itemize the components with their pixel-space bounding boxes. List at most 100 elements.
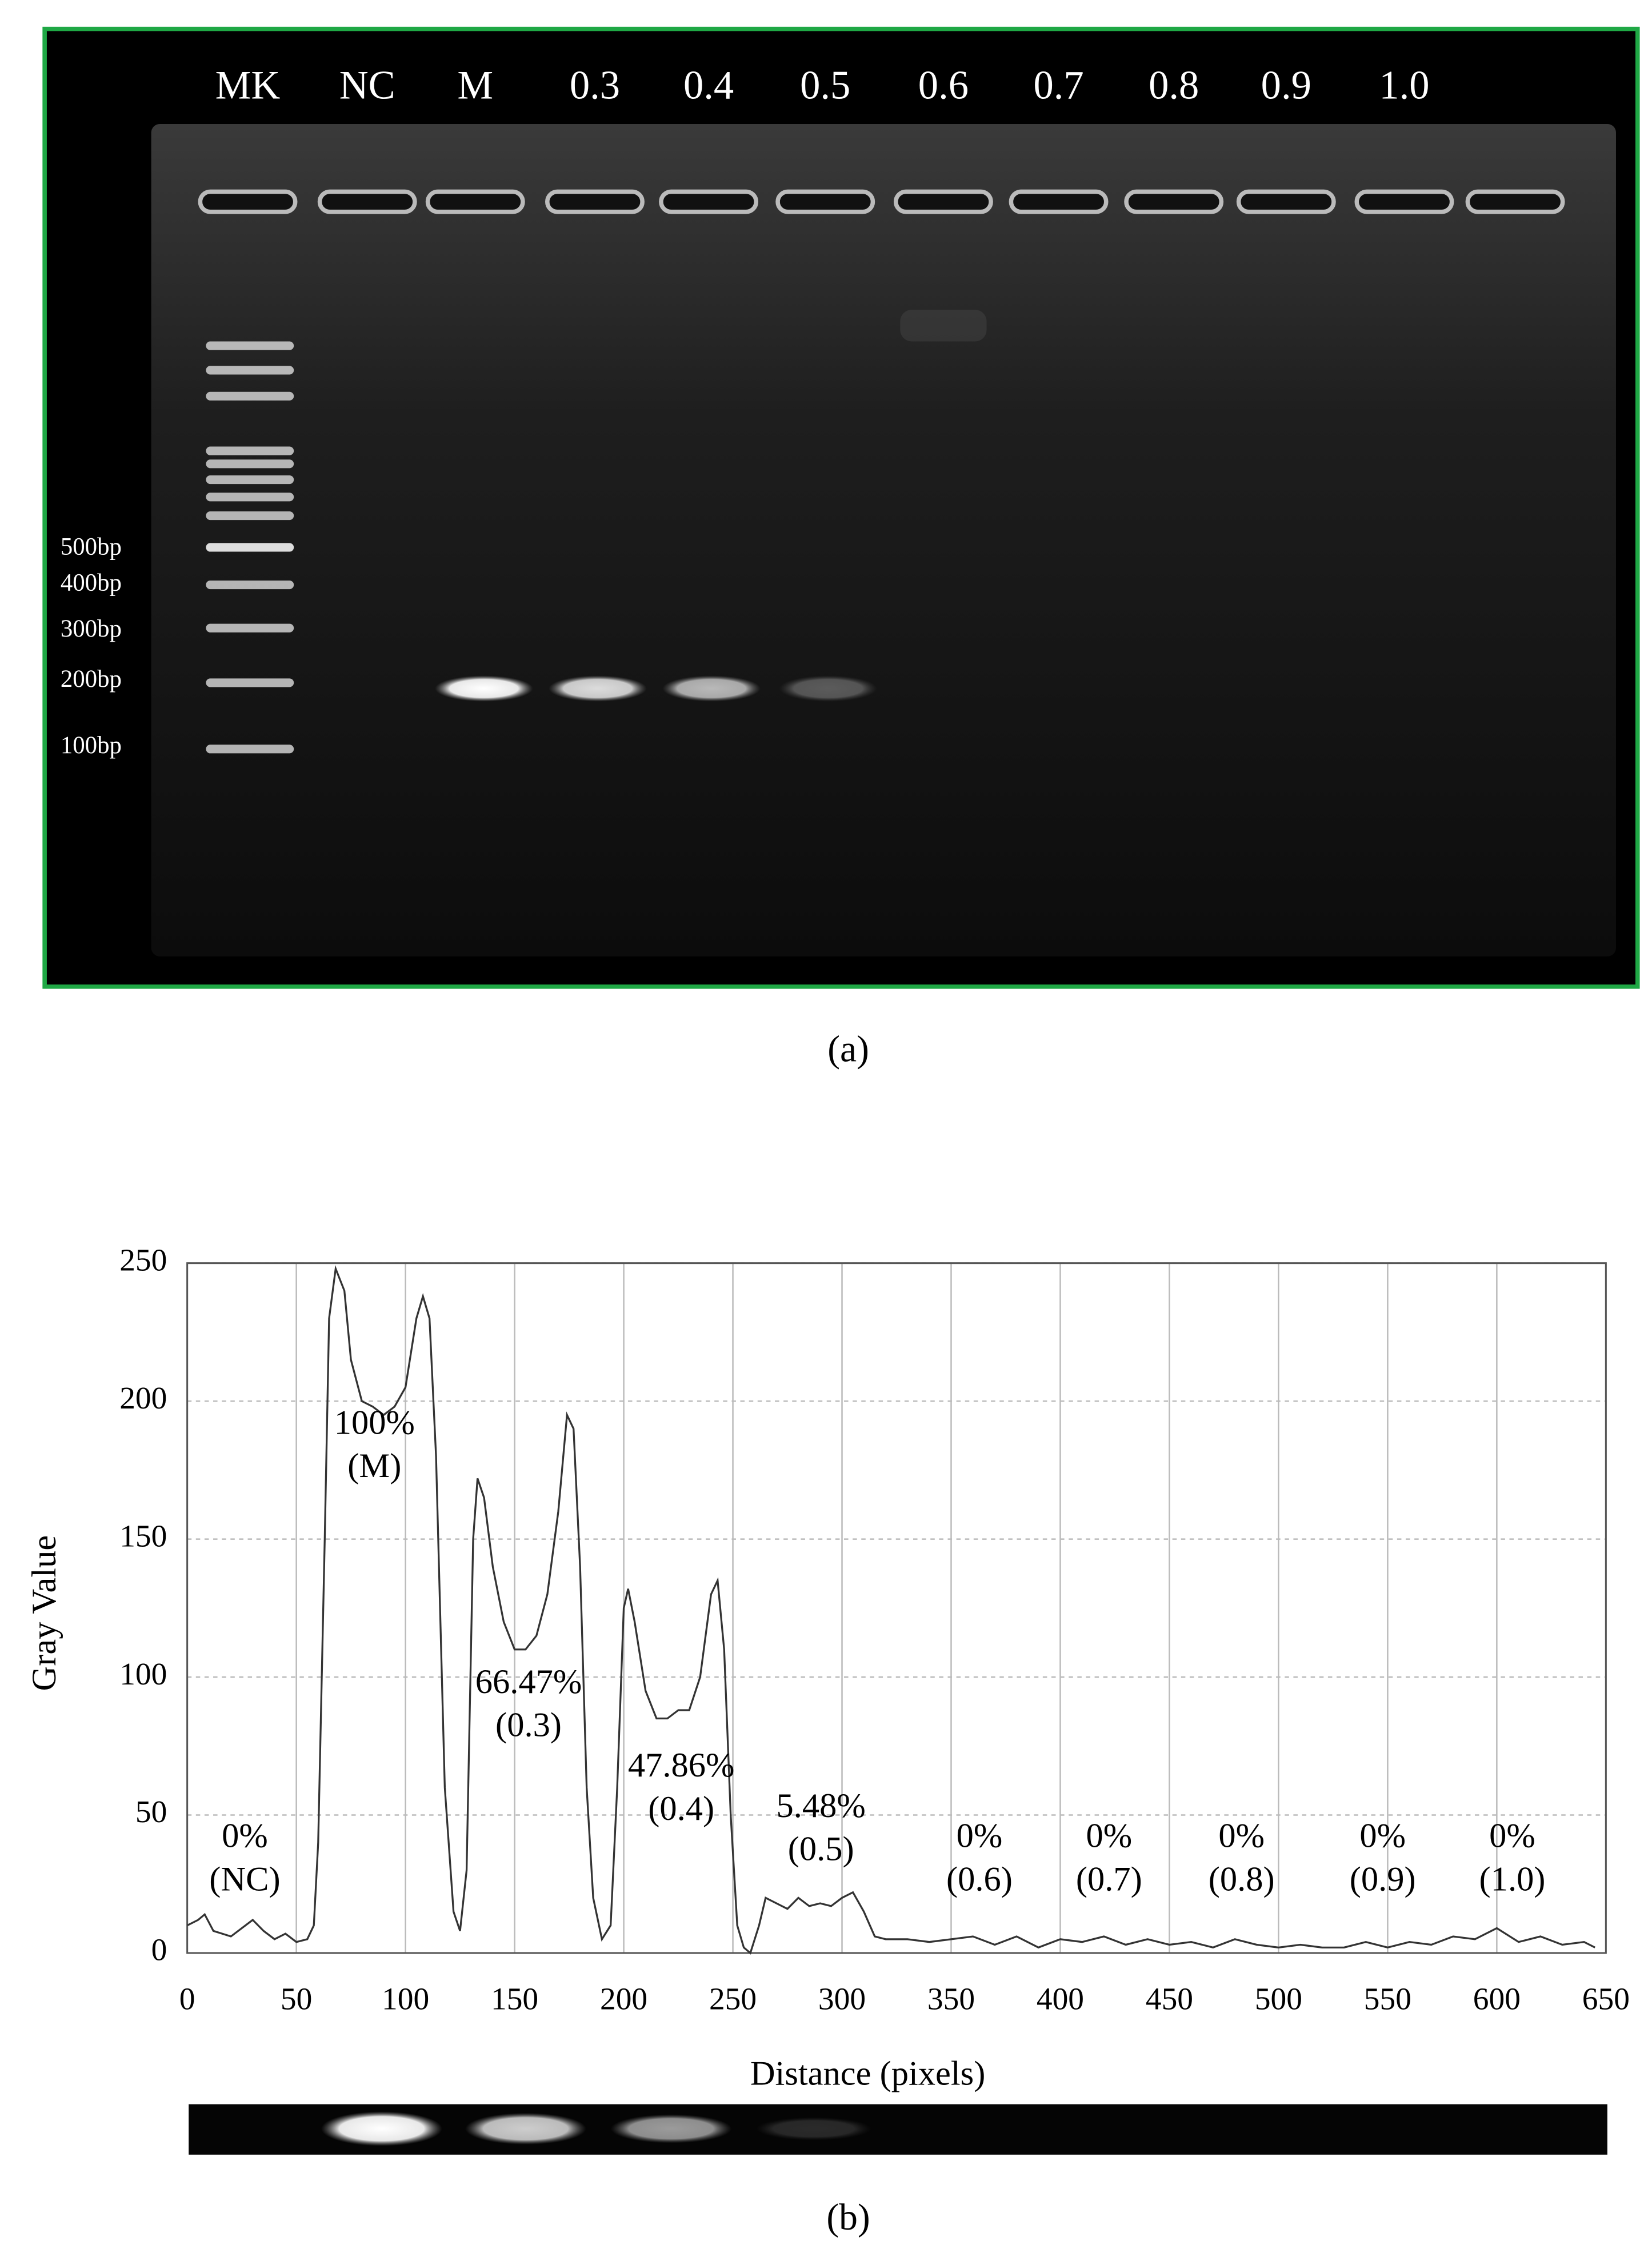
annotation: (0.7) — [1076, 1860, 1142, 1898]
annotation: (0.5) — [788, 1830, 854, 1868]
well — [545, 189, 645, 214]
y-tick-label: 250 — [119, 1242, 167, 1277]
ladder-band — [206, 580, 294, 590]
lane-label: 0.8 — [1149, 63, 1199, 108]
strip-band — [465, 2112, 586, 2145]
annotation: (0.9) — [1350, 1860, 1416, 1898]
annotation: (0.4) — [648, 1790, 714, 1828]
size-label: 300bp — [61, 615, 122, 642]
lane-label: MK — [215, 63, 281, 108]
ladder-band — [206, 678, 294, 687]
annotation: 0% — [222, 1817, 268, 1855]
pcr-band — [435, 675, 533, 702]
chart: 0 50 100 150 200 250 0 50 100 150 200 250 300 350 400 4… — [25, 1242, 1630, 2092]
x-tick-label: 50 — [281, 1981, 312, 2016]
x-tick-label: 150 — [491, 1981, 538, 2016]
annotation: (1.0) — [1479, 1860, 1546, 1898]
x-tick-label: 250 — [709, 1981, 757, 2016]
x-tick-label: 450 — [1146, 1981, 1193, 2016]
x-tick-label: 350 — [927, 1981, 975, 2016]
plot-frame — [186, 1262, 1607, 1954]
gel-bands: MK NC M 0.3 0.4 0.5 0.6 0.7 0.8 0.9 1.0 500bp 400bp 3… — [61, 63, 1565, 759]
strip-band — [610, 2114, 732, 2143]
line — [186, 1264, 1595, 1955]
annotation: 66.47% — [475, 1663, 582, 1701]
annotation: 0% — [1489, 1817, 1535, 1855]
x-tick-label: 600 — [1473, 1981, 1521, 2016]
pcr-band — [662, 675, 761, 702]
x-tick-label: 650 — [1582, 1981, 1630, 2016]
well — [659, 189, 759, 214]
annotation: (0.6) — [946, 1860, 1013, 1898]
annotation: 0% — [1218, 1817, 1265, 1855]
ladder-band — [206, 459, 294, 469]
annotation: (M) — [347, 1447, 401, 1485]
lane-label: 1.0 — [1379, 63, 1429, 108]
x-tick-label: 0 — [179, 1981, 195, 2016]
x-tick-label: 300 — [818, 1981, 866, 2016]
well — [1009, 189, 1109, 214]
strip-band — [321, 2111, 442, 2146]
lane-label: 0.3 — [570, 63, 620, 108]
x-tick-label: 200 — [600, 1981, 647, 2016]
well — [425, 189, 525, 214]
smear — [900, 310, 987, 342]
size-label: 200bp — [61, 666, 122, 693]
lane-label: NC — [339, 63, 395, 108]
well — [775, 189, 875, 214]
annotation: (0.3) — [495, 1706, 562, 1744]
lane-label: 0.7 — [1033, 63, 1083, 108]
ladder-band — [206, 493, 294, 502]
y-tick-label: 0 — [151, 1932, 167, 1967]
ladder-band — [206, 366, 294, 375]
size-label: 400bp — [61, 569, 122, 596]
ladder-band — [206, 391, 294, 401]
y-tick-label: 50 — [135, 1794, 167, 1829]
gel-strip — [189, 2104, 1607, 2155]
pcr-band — [779, 675, 877, 702]
y-axis-label: Gray Value — [25, 1535, 63, 1691]
x-axis-label: Distance (pixels) — [750, 2055, 986, 2093]
y-tick-label: 200 — [119, 1380, 167, 1415]
ladder-band — [206, 511, 294, 521]
y-tick-label: 100 — [119, 1656, 167, 1691]
ladder-band — [206, 623, 294, 633]
ladder-band — [206, 341, 294, 350]
gel — [151, 123, 1616, 957]
annotation: (0.8) — [1209, 1860, 1275, 1898]
annotation: 0% — [957, 1817, 1003, 1855]
annotation: 47.86% — [628, 1746, 734, 1784]
lane-label: 0.9 — [1261, 63, 1311, 108]
pcr-band — [549, 675, 647, 702]
caption: (a) — [827, 1029, 869, 1070]
ladder-band — [206, 446, 294, 455]
well — [1124, 189, 1224, 214]
ladder-band — [206, 543, 294, 552]
well — [1465, 189, 1565, 214]
y-tick-label: 150 — [119, 1518, 167, 1553]
strip-band — [756, 2117, 871, 2140]
ladder-band — [206, 745, 294, 754]
x-tick-label: 500 — [1255, 1981, 1302, 2016]
x-tick-label: 400 — [1037, 1981, 1084, 2016]
caption: (b) — [826, 2197, 870, 2238]
x-tick-label: 550 — [1364, 1981, 1411, 2016]
well — [1354, 189, 1454, 214]
annotation: 0% — [1359, 1817, 1406, 1855]
well — [893, 189, 993, 214]
x-tick-label: 100 — [382, 1981, 429, 2016]
annotation: (NC) — [209, 1860, 280, 1898]
annotation: 5.48% — [777, 1787, 866, 1825]
size-label: 500bp — [61, 533, 122, 560]
annotation: 100% — [334, 1403, 415, 1442]
lane-label: 0.5 — [800, 63, 850, 108]
well — [198, 189, 298, 214]
annotation: 0% — [1086, 1817, 1132, 1855]
ladder-band — [206, 475, 294, 485]
lane-label: 0.6 — [918, 63, 969, 108]
well — [1236, 189, 1336, 214]
lane-label: 0.4 — [683, 63, 734, 108]
well — [317, 189, 417, 214]
size-label: 100bp — [61, 732, 122, 759]
